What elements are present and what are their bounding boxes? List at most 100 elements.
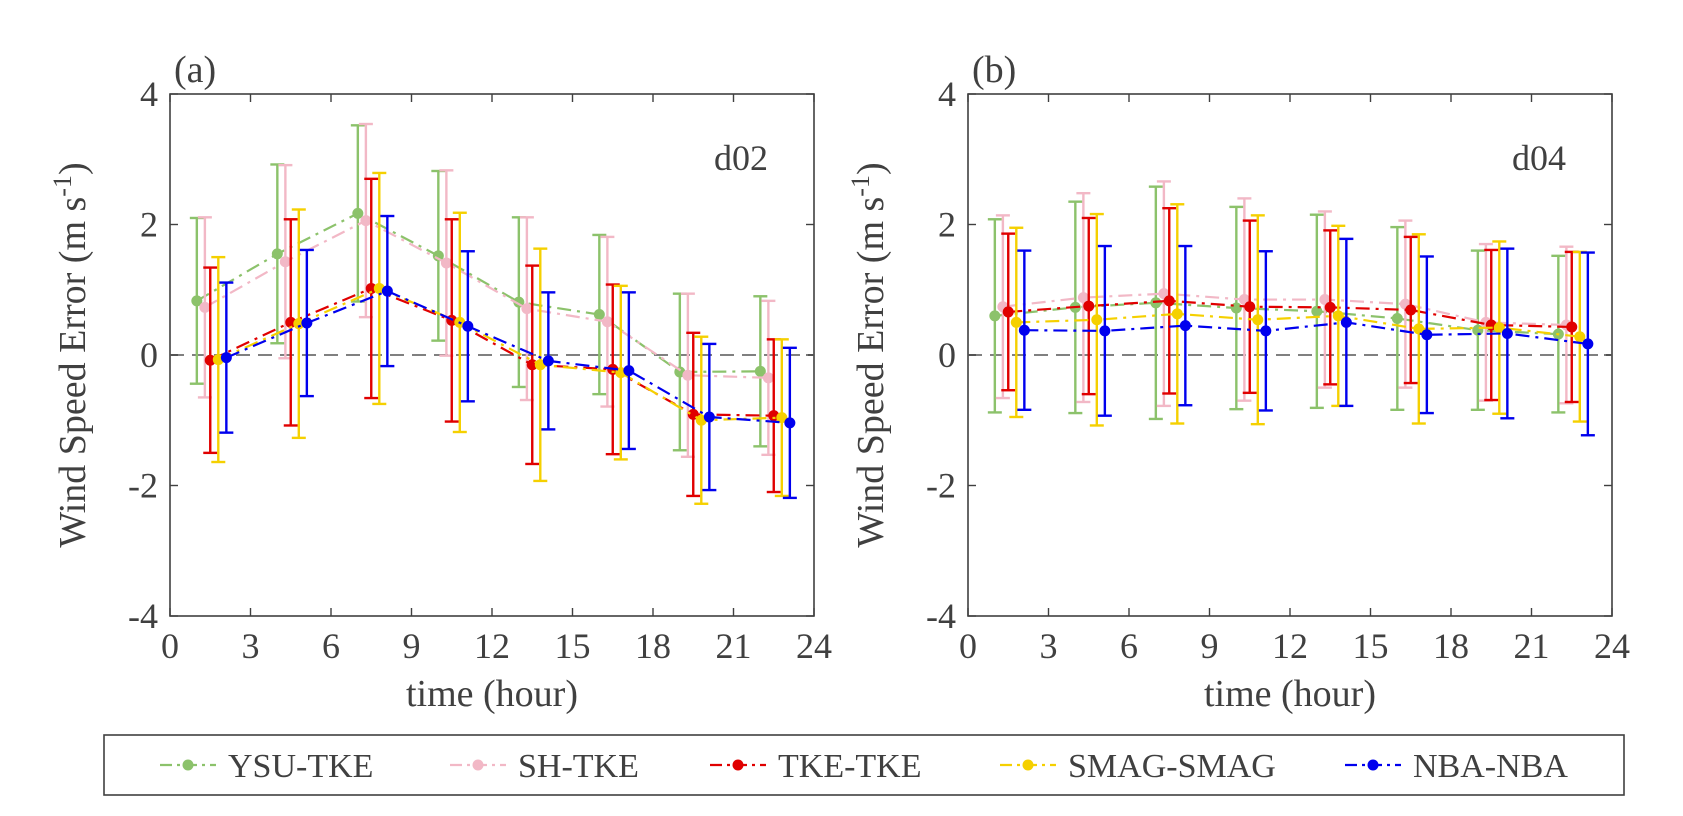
legend-entry-ysu-tke: YSU-TKE (160, 748, 373, 785)
legend-label: TKE-TKE (778, 748, 922, 785)
data-point (1340, 316, 1352, 328)
y-tick-label: 2 (140, 205, 158, 245)
legend-label: YSU-TKE (228, 748, 373, 785)
y-tick-label: 0 (140, 335, 158, 375)
data-point (776, 412, 788, 424)
data-point (1413, 323, 1425, 335)
series-line (217, 287, 782, 422)
legend: YSU-TKE SH-TKE TKE-TKE SMAG-SMAG NBA-NBA (103, 734, 1625, 796)
legend-marker (472, 759, 484, 771)
chart-panel-2: 0 3 6 9 12 15 18 21 24 4 2 0 -2 -4 time (hour) Wind Spe… (846, 49, 1630, 715)
x-tick-label: 15 (555, 626, 591, 666)
data-point (279, 256, 291, 268)
x-tick-label: 9 (403, 626, 421, 666)
legend-label: SH-TKE (518, 748, 639, 785)
x-tick-label: 24 (1594, 626, 1630, 666)
data-point (1230, 302, 1242, 314)
y-axis-label: Wind Speed Error (m s-1) (846, 162, 892, 547)
data-point (623, 365, 635, 377)
data-point (601, 316, 613, 328)
y-axis-label: Wind Speed Error (m s-1) (48, 162, 94, 547)
data-point (1324, 301, 1336, 313)
data-point (220, 352, 232, 364)
y-tick-label: 4 (140, 74, 158, 114)
y-tick-label: -2 (128, 466, 158, 506)
y-tick-label: -2 (926, 466, 956, 506)
y-tick-label: -4 (128, 596, 158, 636)
legend-entry-smag-smag: SMAG-SMAG (1000, 748, 1276, 785)
legend-marker (1367, 759, 1379, 771)
x-tick-label: 0 (161, 626, 179, 666)
panel-annotation: d02 (714, 138, 768, 178)
x-tick-label: 18 (1433, 626, 1469, 666)
y-tick-label: 0 (938, 335, 956, 375)
x-tick-label: 21 (1514, 626, 1550, 666)
data-point (1091, 314, 1103, 326)
legend-label: SMAG-SMAG (1068, 748, 1276, 785)
data-point (1311, 305, 1323, 317)
legend-marker (1022, 759, 1034, 771)
data-point (682, 369, 694, 381)
legend-marker (182, 759, 194, 771)
data-point (784, 417, 796, 429)
panel-label: (b) (972, 49, 1016, 91)
data-point (1244, 301, 1256, 313)
data-point (1083, 300, 1095, 312)
y-tick-label: -4 (926, 596, 956, 636)
data-point (1010, 316, 1022, 328)
data-point (1099, 325, 1111, 337)
data-point (703, 411, 715, 423)
x-tick-label: 24 (796, 626, 832, 666)
data-point (1582, 338, 1594, 350)
data-point (1501, 327, 1513, 339)
x-tick-label: 9 (1201, 626, 1219, 666)
data-point (191, 295, 203, 307)
data-point (462, 320, 474, 332)
data-point (365, 282, 377, 294)
data-point (1332, 310, 1344, 322)
data-point (440, 257, 452, 269)
series-line (1024, 321, 1588, 345)
x-axis-label: time (hour) (406, 673, 578, 715)
data-point (1391, 312, 1403, 324)
data-point (293, 318, 305, 330)
series-smag-smag (211, 171, 789, 505)
data-point (1002, 306, 1014, 318)
data-point (1018, 324, 1030, 336)
data-point (432, 250, 444, 262)
data-point (1566, 321, 1578, 333)
legend-entry-nba-nba: NBA-NBA (1345, 748, 1568, 785)
data-point (1179, 320, 1191, 332)
series-line (1008, 299, 1572, 329)
data-point (754, 365, 766, 377)
data-point (762, 372, 774, 384)
x-tick-label: 21 (716, 626, 752, 666)
data-point (352, 207, 364, 219)
data-point (1421, 329, 1433, 341)
data-point (1163, 295, 1175, 307)
data-point (1405, 304, 1417, 316)
data-point (521, 303, 533, 315)
x-tick-label: 3 (1040, 626, 1058, 666)
x-tick-label: 0 (959, 626, 977, 666)
x-tick-label: 18 (635, 626, 671, 666)
data-point (199, 301, 211, 313)
legend-entry-tke-tke: TKE-TKE (710, 748, 922, 785)
panel-annotation: d04 (1512, 138, 1566, 178)
y-tick-label: 2 (938, 205, 956, 245)
data-point (1493, 322, 1505, 334)
series-nba-nba (219, 214, 797, 500)
data-point (1319, 294, 1331, 306)
y-tick-label: 4 (938, 74, 956, 114)
legend-entry-sh-tke: SH-TKE (450, 748, 639, 785)
x-tick-label: 15 (1353, 626, 1389, 666)
x-tick-label: 12 (1272, 626, 1308, 666)
data-point (593, 309, 605, 321)
data-point (360, 215, 372, 227)
series-line (1016, 312, 1580, 338)
data-point (1077, 292, 1089, 304)
x-tick-label: 6 (1120, 626, 1138, 666)
chart-panel-1: 0 3 6 9 12 15 18 21 24 4 2 0 -2 -4 time (hour) Wind Spe… (48, 49, 832, 715)
data-point (381, 285, 393, 297)
